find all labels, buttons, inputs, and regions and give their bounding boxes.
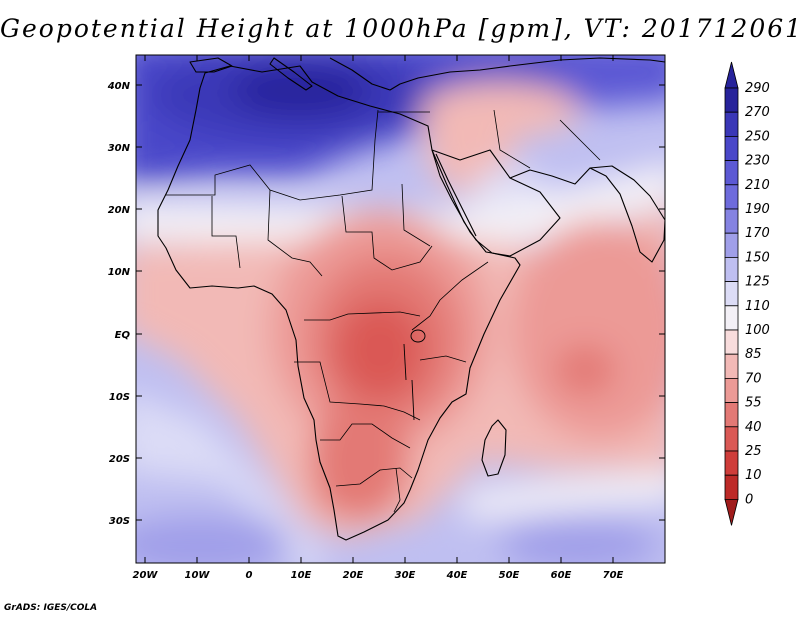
colorbar-swatch [724, 184, 739, 210]
lon-label: 20W [133, 570, 159, 581]
colorbar-label: 125 [745, 275, 770, 290]
colorbar-label: 100 [745, 323, 770, 338]
colorbar-label: 110 [745, 299, 770, 314]
lat-label: 40N [107, 81, 131, 92]
colorbar-label: 190 [745, 202, 770, 217]
colorbar-swatch [724, 87, 739, 113]
lon-label: 0 [246, 570, 253, 581]
grads-credit: GrADS: IGES/COLA [4, 603, 98, 613]
colorbar-swatch [724, 208, 739, 234]
colorbar-swatch [724, 111, 739, 137]
colorbar-label: 290 [745, 81, 770, 96]
colorbar-swatch [724, 353, 739, 379]
longitude-axis: 20W 10W 0 10E 20E 30E 40E 50E 60E 70E [133, 55, 624, 581]
latitude-axis: 40N 30N 20N 10N EQ 10S 20S 30S [107, 81, 665, 527]
lon-label: 50E [499, 570, 520, 581]
colorbar-swatch [724, 450, 739, 476]
colorbar-label: 70 [745, 371, 762, 386]
colorbar-label: 40 [745, 420, 762, 435]
colorbar-swatch [724, 135, 739, 161]
colorbar-label: 270 [745, 105, 770, 120]
lat-label: 30N [108, 143, 131, 154]
colorbar-label: 25 [745, 444, 762, 459]
colorbar-label: 0 [745, 492, 753, 507]
colorbar-swatch [724, 160, 739, 186]
chart-title: Geopotential Height at 1000hPa [gpm], VT… [0, 14, 800, 43]
lat-label: 20S [109, 454, 130, 465]
colorbar-swatch [724, 232, 739, 258]
colorbar-label: 85 [745, 347, 762, 362]
colorbar-label: 10 [745, 468, 762, 483]
colorbar-swatch [724, 281, 739, 307]
lon-label: 10W [185, 570, 211, 581]
colorbar-swatch [724, 305, 739, 331]
lon-label: 60E [551, 570, 572, 581]
lon-label: 20E [343, 570, 364, 581]
colorbar-arrow-top [724, 61, 739, 89]
colorbar-label: 170 [745, 226, 770, 241]
colorbar: 2902702502302101901701501251101008570554… [724, 61, 770, 526]
lakes [403, 329, 426, 421]
colorbar-label: 55 [745, 396, 762, 411]
geopotential-field [136, 55, 665, 563]
colorbar-swatch [724, 329, 739, 355]
map-frame [135, 54, 666, 564]
lat-label: 10N [108, 267, 131, 278]
colorbar-label: 210 [745, 178, 770, 193]
colorbar-arrow-bottom [724, 498, 739, 526]
colorbar-label: 250 [745, 129, 770, 144]
colorbar-label: 230 [745, 154, 770, 169]
lat-label: 30S [109, 516, 130, 527]
colorbar-swatch [724, 474, 739, 500]
lon-label: 30E [395, 570, 416, 581]
colorbar-swatch [724, 377, 739, 403]
colorbar-swatch [724, 402, 739, 428]
colorbar-swatch [724, 426, 739, 452]
colorbar-label: 150 [745, 250, 770, 265]
lat-label: 20N [108, 205, 131, 216]
lon-label: 70E [603, 570, 624, 581]
country-borders [165, 109, 601, 513]
lon-label: 40E [446, 570, 468, 581]
coastlines [157, 57, 665, 541]
lon-label: 10E [291, 570, 312, 581]
lat-label: EQ [115, 330, 131, 341]
lat-label: 10S [109, 392, 130, 403]
colorbar-swatch [724, 256, 739, 282]
